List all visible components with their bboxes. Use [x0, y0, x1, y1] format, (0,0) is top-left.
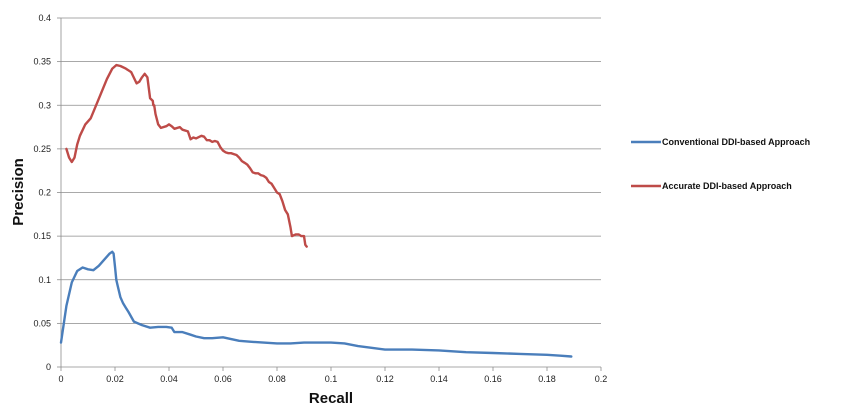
x-tick-label: 0	[58, 374, 63, 384]
legend-label-conventional: Conventional DDI-based Approach	[662, 137, 810, 147]
series-line-accurate	[65, 63, 308, 248]
y-tick-label: 0.25	[33, 144, 51, 154]
y-tick-label: 0.15	[33, 231, 51, 241]
x-tick-label: 0.04	[160, 374, 178, 384]
y-tick-label: 0.3	[38, 100, 51, 110]
tick-labels: 0 0.05 0.1 0.15 0.2 0.25 0.3 0.35 0.4 0 0.02 0.04 0.…	[33, 13, 607, 384]
legend: Conventional DDI-based Approach Accurate …	[631, 137, 810, 191]
x-tick-label: 0.16	[484, 374, 502, 384]
series-lines	[59, 63, 573, 358]
y-tick-label: 0.05	[33, 318, 51, 328]
grid-lines	[61, 17, 601, 324]
legend-label-accurate: Accurate DDI-based Approach	[662, 181, 792, 191]
x-axis-title: Recall	[309, 390, 353, 407]
x-tick-label: 0.06	[214, 374, 232, 384]
x-tick-label: 0.2	[595, 374, 608, 384]
y-tick-label: 0	[46, 362, 51, 372]
x-tick-label: 0.12	[376, 374, 394, 384]
y-tick-label: 0.4	[38, 13, 51, 23]
x-tick-label: 0.18	[538, 374, 556, 384]
series-line-conventional	[59, 250, 573, 358]
x-tick-label: 0.02	[106, 374, 124, 384]
y-tick-label: 0.2	[38, 188, 51, 198]
y-tick-label: 0.35	[33, 57, 51, 67]
axes	[57, 17, 602, 371]
y-axis-title: Precision	[10, 158, 27, 226]
x-tick-label: 0.1	[325, 374, 338, 384]
x-tick-label: 0.08	[268, 374, 286, 384]
x-tick-label: 0.14	[430, 374, 448, 384]
y-tick-label: 0.1	[38, 275, 51, 285]
